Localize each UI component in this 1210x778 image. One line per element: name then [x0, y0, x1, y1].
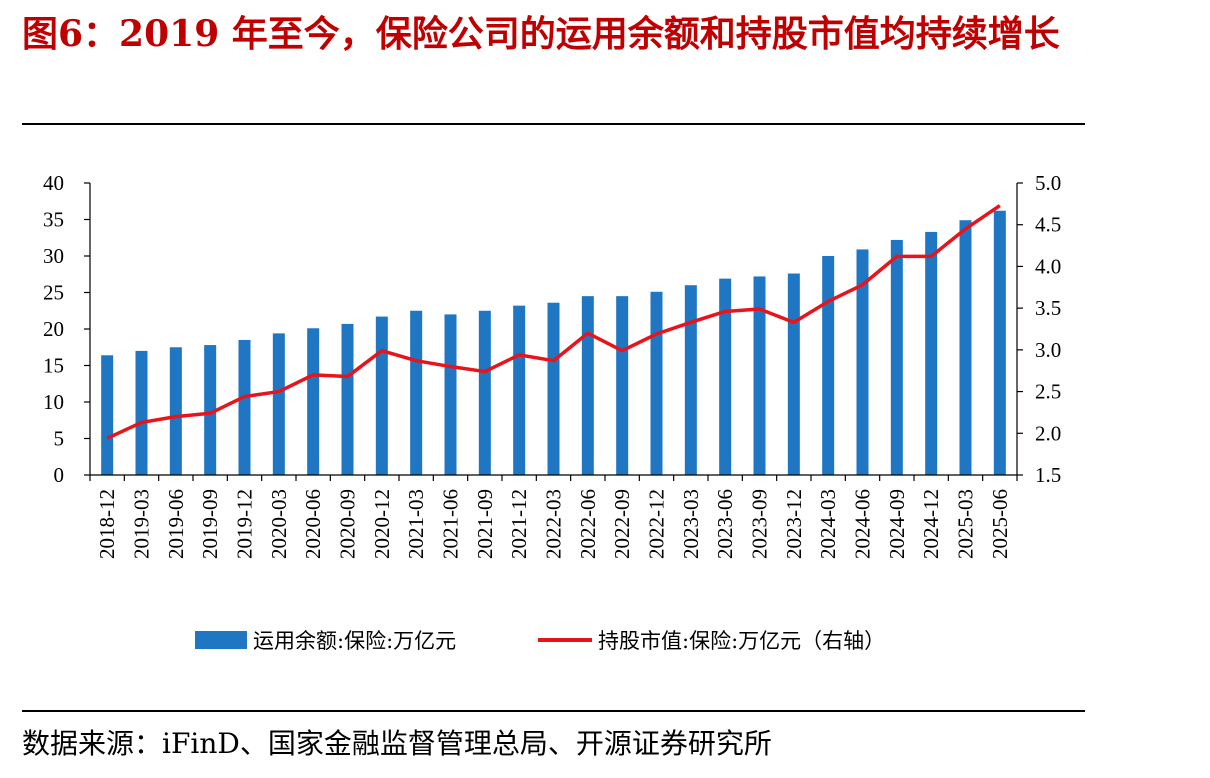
bar-2020-06	[307, 328, 320, 475]
bar-2024-12	[925, 231, 938, 475]
bar-2018-12	[101, 355, 114, 475]
bar-2025-03	[959, 220, 972, 475]
x-tick-label: 2019-06	[164, 489, 188, 559]
x-tick-label: 2022-03	[542, 489, 566, 559]
x-tick-label: 2024-09	[885, 489, 909, 559]
left-tick-label: 25	[43, 281, 64, 305]
bar-2021-12	[513, 305, 526, 475]
x-tick-label: 2023-12	[782, 489, 806, 559]
bar-2021-09	[478, 310, 491, 475]
x-tick-label: 2022-09	[610, 489, 634, 559]
x-tick-label: 2018-12	[95, 489, 119, 559]
x-tick-label: 2025-03	[954, 489, 978, 559]
right-tick-label: 1.5	[1035, 463, 1061, 487]
source-note: 数据来源：iFinD、国家金融监督管理总局、开源证券研究所	[22, 727, 772, 760]
bar-2021-06	[444, 314, 457, 475]
left-tick-label: 40	[43, 171, 64, 195]
title-rule	[22, 123, 1085, 125]
x-tick-label: 2024-03	[816, 489, 840, 559]
bar-2019-03	[135, 350, 148, 475]
right-tick-label: 2.0	[1035, 421, 1061, 445]
left-tick-label: 15	[43, 354, 64, 378]
x-tick-label: 2025-06	[988, 489, 1012, 559]
x-tick-label: 2019-03	[130, 489, 154, 559]
bar-2025-06	[993, 210, 1006, 476]
x-tick-label: 2021-03	[404, 489, 428, 559]
x-tick-label: 2020-03	[267, 489, 291, 559]
right-tick-label: 5.0	[1035, 171, 1061, 195]
x-tick-label: 2023-09	[748, 489, 772, 559]
legend-swatch-balance	[195, 631, 247, 649]
bar-2024-03	[822, 256, 835, 475]
x-tick-label: 2019-09	[198, 489, 222, 559]
bar-2023-03	[684, 285, 697, 475]
left-tick-label: 20	[43, 317, 64, 341]
bar-2023-06	[719, 278, 732, 475]
x-tick-label: 2021-12	[507, 489, 531, 559]
x-tick-label: 2024-12	[919, 489, 943, 559]
x-tick-label: 2021-06	[439, 489, 463, 559]
bar-2024-06	[856, 249, 869, 475]
source-rule	[22, 710, 1085, 712]
x-tick-label: 2021-09	[473, 489, 497, 559]
bar-2022-03	[547, 302, 560, 475]
x-tick-label: 2022-12	[645, 489, 669, 559]
x-tick-label: 2019-12	[233, 489, 257, 559]
bar-2020-12	[375, 316, 388, 475]
figure-title: 图6：2019 年至今，保险公司的运用余额和持股市值均持续增长	[22, 13, 1060, 55]
bar-2019-12	[238, 339, 251, 475]
x-tick-label: 2024-06	[851, 489, 875, 559]
legend-label-holdings: 持股市值:保险:万亿元（右轴）	[598, 629, 885, 653]
right-tick-label: 4.5	[1035, 213, 1061, 237]
bar-2020-03	[272, 333, 285, 475]
right-tick-label: 2.5	[1035, 380, 1061, 404]
right-tick-label: 3.5	[1035, 296, 1061, 320]
bar-2021-03	[410, 310, 423, 475]
left-tick-label: 10	[43, 390, 64, 414]
bar-2022-06	[581, 296, 594, 475]
right-tick-label: 4.0	[1035, 254, 1061, 278]
x-tick-label: 2020-06	[301, 489, 325, 559]
bar-2020-09	[341, 323, 354, 475]
bar-2022-12	[650, 291, 663, 475]
left-tick-label: 5	[54, 427, 65, 451]
x-tick-label: 2022-06	[576, 489, 600, 559]
legend-label-balance: 运用余额:保险:万亿元	[253, 629, 456, 653]
x-tick-label: 2020-09	[336, 489, 360, 559]
x-tick-label: 2023-06	[713, 489, 737, 559]
bar-2023-12	[787, 273, 800, 475]
bar-2019-09	[204, 345, 217, 475]
right-tick-label: 3.0	[1035, 338, 1061, 362]
left-tick-label: 0	[54, 463, 65, 487]
left-tick-label: 30	[43, 244, 64, 268]
x-tick-label: 2023-03	[679, 489, 703, 559]
bar-2024-09	[890, 239, 903, 475]
bar-2019-06	[169, 347, 182, 475]
bar-2023-09	[753, 276, 766, 475]
bar-2022-09	[616, 296, 629, 475]
left-tick-label: 35	[43, 208, 64, 232]
x-tick-label: 2020-12	[370, 489, 394, 559]
